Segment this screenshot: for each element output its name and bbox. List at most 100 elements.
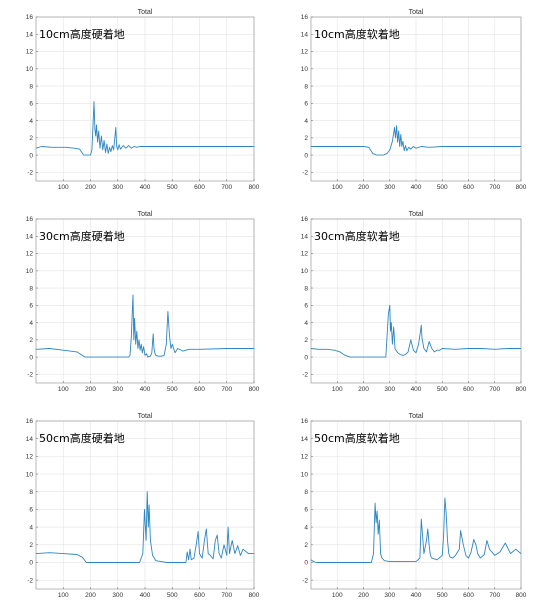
chart-panel-6: 100 200 300 400 500 600 700 800 -2 0 2 4 6 8 10 12 14 16 T…: [301, 413, 527, 599]
condition-label: 50cm高度软着地: [314, 431, 400, 445]
y-tick-label: 6: [29, 507, 33, 514]
y-tick-label: 6: [29, 101, 33, 108]
y-tick-label: 12: [26, 454, 34, 461]
y-tick-label: 2: [304, 542, 308, 549]
series-line: [310, 497, 522, 563]
condition-label: 10cm高度软着地: [314, 27, 400, 41]
x-tick-label: 400: [411, 592, 422, 599]
y-tick-label: -2: [27, 170, 33, 177]
y-tick-label: 4: [29, 118, 33, 125]
x-tick-label: 500: [437, 386, 448, 393]
x-tick-label: 700: [489, 184, 500, 191]
chart-title: Total: [409, 211, 424, 218]
y-tick-label: 14: [26, 436, 34, 443]
y-tick-label: 2: [29, 542, 33, 549]
series-line: [311, 125, 521, 156]
y-tick-label: 0: [29, 560, 33, 567]
series-line: [310, 304, 521, 358]
y-tick-label: -2: [302, 577, 308, 584]
x-tick-label: 800: [516, 184, 527, 191]
y-tick-label: -2: [302, 372, 308, 379]
chart-panel-5: 100 200 300 400 500 600 700 800 -2 0 2 4 6 8 10 12 14 16 T…: [26, 413, 260, 599]
y-tick-label: 14: [26, 31, 34, 38]
x-tick-label: 600: [194, 184, 205, 191]
y-tick-label: 8: [29, 83, 33, 90]
x-tick-label: 400: [140, 184, 151, 191]
y-tick-label: 6: [304, 303, 308, 310]
x-tick-label: 400: [140, 592, 151, 599]
chart-panel-2: 100 200 300 400 500 600 700 800 -2 0 2 4 6 8 10 12 14 16 T…: [301, 9, 527, 191]
y-tick-label: 16: [301, 418, 309, 425]
series-line: [35, 294, 254, 358]
y-tick-label: 4: [304, 118, 308, 125]
x-tick-label: 300: [384, 184, 395, 191]
y-tick-label: 6: [29, 303, 33, 310]
x-tick-label: 300: [112, 592, 123, 599]
y-tick-label: 4: [304, 524, 308, 531]
y-tick-label: 0: [304, 354, 308, 361]
x-tick-label: 300: [384, 386, 395, 393]
y-tick-label: 4: [29, 524, 33, 531]
x-tick-label: 200: [358, 386, 369, 393]
y-tick-label: 14: [301, 31, 309, 38]
x-tick-label: 400: [140, 386, 151, 393]
x-tick-label: 600: [463, 386, 474, 393]
x-tick-label: 700: [221, 386, 232, 393]
x-tick-label: 200: [358, 592, 369, 599]
y-tick-label: 2: [304, 135, 308, 142]
chart-panel-4: 100 200 300 400 500 600 700 800 -2 0 2 4 6 8 10 12 14 16 T…: [301, 211, 527, 393]
chart-panel-3: 100 200 300 400 500 600 700 800 -2 0 2 4 6 8 10 12 14 16 T…: [26, 211, 260, 393]
x-tick-label: 600: [463, 184, 474, 191]
x-tick-label: 800: [249, 592, 260, 599]
y-tick-label: -2: [302, 170, 308, 177]
series-line: [35, 101, 254, 156]
y-tick-label: -2: [27, 372, 33, 379]
x-tick-label: 200: [85, 386, 96, 393]
x-tick-label: 500: [437, 184, 448, 191]
x-tick-label: 400: [411, 386, 422, 393]
x-tick-label: 200: [85, 592, 96, 599]
chart-panel-1: 100 200 300 400 500 600 700 800 -2 0 2 4 6 8 10 12 14 16 T…: [26, 9, 260, 191]
y-tick-label: 0: [29, 152, 33, 159]
y-tick-label: -2: [27, 577, 33, 584]
y-tick-label: 0: [304, 152, 308, 159]
y-tick-label: 8: [304, 83, 308, 90]
x-tick-label: 500: [167, 386, 178, 393]
x-tick-label: 600: [194, 386, 205, 393]
chart-title: Total: [409, 413, 424, 420]
x-tick-label: 800: [516, 592, 527, 599]
x-tick-label: 100: [58, 592, 69, 599]
y-tick-label: 4: [29, 320, 33, 327]
x-tick-label: 300: [112, 184, 123, 191]
y-tick-label: 16: [26, 14, 34, 21]
y-tick-label: 10: [301, 66, 309, 73]
y-tick-label: 2: [304, 337, 308, 344]
x-tick-label: 300: [384, 592, 395, 599]
y-tick-label: 16: [301, 216, 309, 223]
y-tick-label: 12: [26, 49, 34, 56]
x-tick-label: 500: [167, 592, 178, 599]
chart-title: Total: [409, 9, 424, 16]
y-tick-label: 10: [26, 471, 34, 478]
y-tick-label: 16: [26, 418, 34, 425]
x-tick-label: 800: [249, 386, 260, 393]
y-tick-label: 2: [29, 337, 33, 344]
x-tick-label: 800: [249, 184, 260, 191]
x-tick-label: 100: [332, 184, 343, 191]
x-tick-label: 700: [489, 386, 500, 393]
y-tick-label: 14: [301, 233, 309, 240]
condition-label: 50cm高度硬着地: [39, 431, 125, 445]
x-tick-label: 100: [58, 386, 69, 393]
y-tick-label: 8: [29, 285, 33, 292]
y-tick-label: 6: [304, 101, 308, 108]
chart-title: Total: [138, 413, 153, 420]
y-tick-label: 14: [26, 233, 34, 240]
x-tick-label: 100: [58, 184, 69, 191]
condition-label: 30cm高度软着地: [314, 229, 400, 243]
y-tick-label: 10: [301, 268, 309, 275]
condition-label: 10cm高度硬着地: [39, 27, 125, 41]
x-tick-label: 400: [411, 184, 422, 191]
y-tick-label: 12: [301, 49, 309, 56]
x-tick-label: 500: [437, 592, 448, 599]
y-tick-label: 10: [301, 471, 309, 478]
